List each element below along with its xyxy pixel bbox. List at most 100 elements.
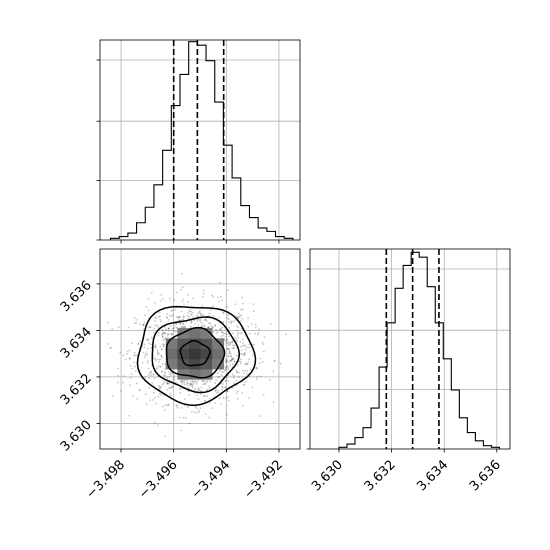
joint-sample-point bbox=[177, 316, 180, 319]
joint-grid bbox=[100, 249, 300, 449]
joint-sample-point bbox=[196, 383, 198, 385]
joint-sample-point bbox=[122, 354, 125, 357]
joint-sample-point bbox=[168, 382, 171, 385]
joint-sample-point bbox=[230, 358, 233, 361]
joint-sample-point bbox=[226, 338, 229, 341]
joint-sample-point bbox=[145, 305, 148, 308]
joint-sample-point bbox=[166, 382, 169, 385]
joint-sample-point bbox=[236, 333, 239, 336]
joint-sample-point bbox=[182, 315, 185, 318]
joint-sample-point bbox=[147, 359, 149, 362]
joint-sample-point bbox=[144, 376, 147, 378]
joint-sample-point bbox=[236, 371, 239, 374]
joint-sample-point bbox=[190, 313, 192, 316]
joint-density-cell bbox=[177, 348, 190, 360]
joint-sample-point bbox=[191, 383, 193, 386]
joint-sample-point bbox=[203, 394, 206, 397]
joint-sample-point bbox=[225, 361, 228, 364]
joint-sample-point bbox=[225, 333, 228, 336]
joint-sample-point bbox=[180, 381, 183, 384]
joint-sample-point bbox=[254, 332, 257, 335]
joint-sample-point bbox=[203, 319, 206, 321]
joint-sample-point bbox=[272, 370, 275, 373]
joint-sample-point bbox=[201, 295, 204, 298]
joint-sample-point bbox=[218, 300, 220, 303]
joint-sample-point bbox=[189, 384, 192, 386]
joint-sample-point bbox=[243, 352, 246, 355]
joint-sample-point bbox=[187, 382, 190, 385]
joint-sample-point bbox=[248, 343, 251, 346]
joint-sample-point bbox=[238, 376, 240, 378]
joint-sample-point bbox=[221, 388, 223, 391]
joint-sample-point bbox=[202, 383, 205, 386]
joint-sample-point bbox=[221, 385, 223, 388]
joint-sample-point bbox=[279, 362, 282, 365]
joint-sample-point bbox=[150, 343, 153, 346]
joint-sample-point bbox=[175, 323, 178, 326]
joint-sample-point bbox=[93, 325, 95, 327]
joint-sample-point bbox=[135, 322, 138, 324]
joint-sample-point bbox=[135, 318, 138, 321]
joint-sample-point bbox=[262, 350, 265, 353]
joint-sample-point bbox=[262, 393, 265, 396]
joint-sample-point bbox=[128, 414, 131, 417]
joint-sample-point bbox=[165, 375, 168, 378]
joint-sample-point bbox=[221, 331, 224, 334]
joint-sample-point bbox=[215, 331, 218, 334]
joint-sample-point bbox=[183, 303, 185, 306]
joint-sample-point bbox=[130, 373, 133, 376]
joint-sample-point bbox=[186, 406, 189, 409]
joint-sample-point bbox=[238, 312, 240, 315]
joint-sample-point bbox=[143, 343, 146, 346]
joint-sample-point bbox=[146, 361, 149, 364]
joint-sample-point bbox=[176, 404, 179, 407]
joint-sample-point bbox=[209, 380, 212, 383]
joint-sample-point bbox=[149, 372, 152, 374]
joint-density-cell bbox=[212, 358, 225, 370]
joint-sample-point bbox=[154, 397, 156, 399]
joint-sample-point bbox=[137, 342, 140, 345]
joint-density-cell bbox=[177, 358, 190, 370]
joint-sample-point bbox=[199, 319, 202, 321]
joint-sample-point bbox=[152, 373, 154, 375]
joint-sample-point bbox=[256, 375, 258, 378]
joint-sample-point bbox=[182, 286, 184, 289]
joint-sample-point bbox=[192, 316, 195, 318]
joint-sample-point bbox=[224, 359, 227, 362]
joint-sample-point bbox=[211, 305, 214, 307]
joint-sample-point bbox=[153, 319, 156, 322]
joint-sample-point bbox=[170, 333, 173, 336]
joint-sample-point bbox=[141, 361, 144, 364]
joint-density-cell bbox=[165, 358, 178, 370]
joint-sample-point bbox=[180, 407, 183, 409]
joint-sample-point bbox=[200, 393, 203, 396]
joint-sample-point bbox=[191, 410, 193, 413]
joint-sample-point bbox=[175, 330, 177, 333]
joint-y-tick-label: 3.632 bbox=[58, 371, 95, 408]
joint-sample-point bbox=[171, 309, 174, 312]
joint-sample-point bbox=[161, 356, 163, 359]
joint-sample-point bbox=[116, 381, 119, 384]
joint-sample-point bbox=[169, 372, 172, 374]
joint-sample-point bbox=[157, 334, 160, 337]
joint-sample-point bbox=[192, 297, 194, 300]
joint-sample-point bbox=[138, 323, 141, 326]
joint-sample-point bbox=[181, 323, 184, 326]
joint-sample-point bbox=[255, 367, 258, 370]
joint-sample-point bbox=[158, 311, 161, 314]
joint-sample-point bbox=[226, 305, 228, 308]
joint-sample-point bbox=[204, 380, 207, 383]
joint-sample-point bbox=[206, 388, 209, 391]
joint-sample-point bbox=[240, 352, 243, 355]
joint-sample-point bbox=[117, 367, 120, 370]
marginal-x-frame bbox=[99, 39, 301, 241]
joint-sample-point bbox=[106, 321, 109, 324]
joint-sample-point bbox=[189, 380, 192, 383]
joint-sample-point bbox=[203, 325, 205, 327]
joint-sample-point bbox=[212, 331, 215, 334]
joint-contour-line bbox=[165, 326, 226, 379]
joint-sample-point bbox=[201, 322, 203, 325]
joint-sample-point bbox=[162, 382, 165, 385]
joint-sample-point bbox=[212, 326, 214, 329]
joint-sample-point bbox=[261, 360, 264, 363]
